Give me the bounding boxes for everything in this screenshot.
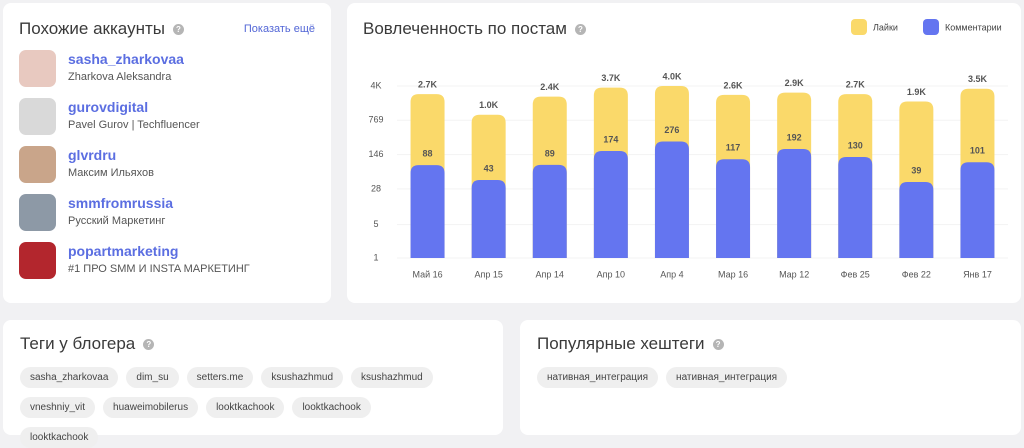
y-tick-label: 769 bbox=[368, 115, 383, 125]
bar bbox=[960, 162, 995, 258]
username: popartmarketing bbox=[68, 243, 179, 259]
username: sasha_zharkovaa bbox=[68, 51, 184, 67]
avatar bbox=[19, 50, 56, 87]
bar bbox=[532, 164, 567, 258]
tag-chip[interactable]: нативная_интеграция bbox=[666, 367, 788, 388]
bar bbox=[410, 165, 445, 258]
tag-chip[interactable]: looktkachook bbox=[20, 427, 99, 448]
help-icon[interactable]: ? bbox=[712, 338, 724, 350]
tag-chip[interactable]: looktkachook bbox=[292, 397, 371, 418]
username: glvrdru bbox=[68, 147, 117, 163]
value-label: 88 bbox=[423, 149, 433, 159]
tag-chip[interactable]: sasha_zharkovaa bbox=[20, 367, 119, 388]
x-tick-label: Апр 15 bbox=[474, 269, 502, 279]
value-label: 276 bbox=[664, 125, 679, 135]
avatar bbox=[19, 242, 56, 279]
x-tick-label: Апр 14 bbox=[536, 269, 564, 279]
hashtags-card: Популярные хештеги? нативная_интеграция н… bbox=[520, 320, 1021, 435]
legend-label: Комментарии bbox=[945, 22, 1002, 32]
y-tick-label: 1 bbox=[373, 252, 378, 262]
value-label: 1.9K bbox=[907, 87, 927, 97]
value-label: 192 bbox=[787, 132, 802, 142]
card-title: Популярные хештеги? bbox=[537, 334, 724, 354]
x-tick-label: Апр 10 bbox=[597, 269, 625, 279]
account-name: Русский Маркетинг bbox=[68, 215, 166, 227]
x-tick-label: Мар 12 bbox=[779, 269, 809, 279]
value-label: 1.0K bbox=[479, 100, 499, 110]
value-label: 89 bbox=[545, 148, 555, 158]
chart: 1 5 28 146 769 4K Лайки Комментарии Май 16 2.7K 88… bbox=[368, 19, 1008, 279]
help-icon[interactable]: ? bbox=[143, 338, 155, 350]
bar bbox=[471, 180, 506, 258]
tag-chip[interactable]: нативная_интеграция bbox=[537, 367, 659, 388]
title-text: Теги у блогера bbox=[20, 334, 136, 353]
bar bbox=[654, 141, 689, 258]
tag-chip[interactable]: vneshniy_vit bbox=[20, 397, 96, 418]
legend-label: Лайки bbox=[873, 22, 898, 32]
tags-list: нативная_интеграция нативная_интеграция bbox=[537, 367, 997, 388]
tag-chip[interactable]: huaweimobilerus bbox=[103, 397, 199, 418]
value-label: 2.6K bbox=[724, 80, 744, 90]
value-label: 2.7K bbox=[418, 80, 438, 90]
help-icon[interactable]: ? bbox=[574, 23, 586, 35]
x-tick-label: Янв 17 bbox=[963, 269, 992, 279]
card-title: Вовлеченность по постам? bbox=[363, 19, 586, 39]
tag-chip[interactable]: looktkachook bbox=[206, 397, 285, 418]
bar bbox=[716, 159, 751, 258]
bar bbox=[593, 151, 628, 258]
y-tick-label: 146 bbox=[368, 149, 383, 159]
x-tick-label: Апр 4 bbox=[660, 269, 683, 279]
title-text: Похожие аккаунты bbox=[19, 19, 165, 38]
x-tick-label: Мар 16 bbox=[718, 269, 748, 279]
username: smmfromrussia bbox=[68, 195, 174, 211]
card-title: Теги у блогера? bbox=[20, 334, 155, 354]
y-tick-label: 4K bbox=[370, 80, 381, 90]
value-label: 4.0K bbox=[662, 71, 682, 81]
tag-chip[interactable]: ksushazhmud bbox=[351, 367, 433, 388]
value-label: 130 bbox=[848, 140, 863, 150]
tags-list: sasha_zharkovaa dim_su setters.me ksushazhm… bbox=[20, 367, 450, 448]
value-label: 2.9K bbox=[785, 78, 805, 88]
card-title: Похожие аккаунты? bbox=[19, 19, 184, 39]
value-label: 43 bbox=[484, 163, 494, 173]
value-label: 3.5K bbox=[968, 74, 988, 84]
value-label: 2.4K bbox=[540, 82, 560, 92]
x-tick-label: Май 16 bbox=[412, 269, 442, 279]
y-tick-label: 28 bbox=[371, 183, 381, 193]
account-name: Zharkova Aleksandra bbox=[68, 71, 172, 83]
tag-chip[interactable]: dim_su bbox=[126, 367, 179, 388]
legend-swatch bbox=[923, 19, 939, 35]
help-icon[interactable]: ? bbox=[172, 23, 184, 35]
value-label: 39 bbox=[911, 165, 921, 175]
avatar bbox=[19, 194, 56, 231]
engagement-card: Вовлеченность по постам? 1 5 28 146 769 4K Лай… bbox=[347, 3, 1021, 303]
y-tick-label: 5 bbox=[373, 219, 378, 229]
show-more-link[interactable]: Показать ещё bbox=[243, 23, 315, 35]
tag-chip[interactable]: ksushazhmud bbox=[261, 367, 344, 388]
account-name: Pavel Gurov | Techfluencer bbox=[68, 119, 200, 131]
avatar bbox=[19, 146, 56, 183]
x-tick-label: Фев 25 bbox=[841, 269, 870, 279]
blogger-tags-card: Теги у блогера? sasha_zharkovaa dim_su set… bbox=[3, 320, 503, 448]
bar bbox=[838, 157, 873, 258]
tag-chip[interactable]: setters.me bbox=[186, 367, 254, 388]
title-text: Популярные хештеги bbox=[537, 334, 705, 353]
value-label: 174 bbox=[603, 134, 618, 144]
account-name: #1 ПРО SMM И INSTA МАРКЕТИНГ bbox=[68, 263, 250, 275]
value-label: 117 bbox=[726, 143, 741, 153]
bar bbox=[899, 182, 934, 258]
value-label: 2.7K bbox=[846, 80, 866, 90]
similar-accounts-card: Похожие аккаунты? Показать ещё sasha_zha… bbox=[3, 3, 331, 303]
legend-swatch bbox=[851, 19, 867, 35]
value-label: 101 bbox=[970, 146, 985, 156]
x-tick-label: Фев 22 bbox=[902, 269, 931, 279]
username: gurovdigital bbox=[68, 99, 149, 115]
title-text: Вовлеченность по постам bbox=[363, 19, 567, 38]
account-name: Максим Ильяхов bbox=[68, 167, 154, 179]
value-label: 3.7K bbox=[601, 73, 621, 83]
avatar bbox=[19, 98, 56, 135]
bar bbox=[777, 148, 812, 258]
